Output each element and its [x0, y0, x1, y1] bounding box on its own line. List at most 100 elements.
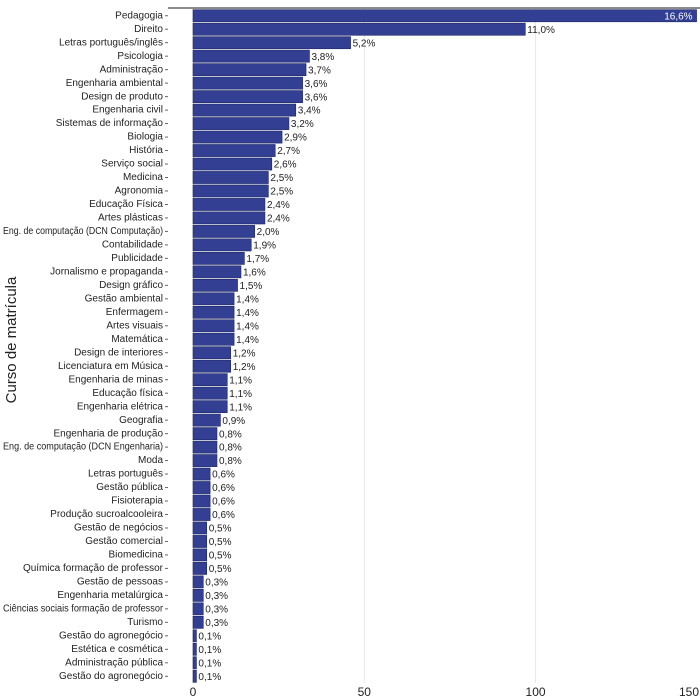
bar: [192, 184, 269, 198]
y-tick-label: Letras português: [88, 469, 163, 480]
y-tick-label: Medicina: [123, 172, 163, 183]
value-label: 1,4%: [236, 308, 259, 319]
bar: [192, 656, 197, 670]
bar: [192, 642, 197, 656]
bar: [192, 454, 218, 467]
y-tick-label: Letras português/inglês: [59, 37, 163, 48]
y-tick-label: Engenharia elétrica: [77, 401, 164, 412]
bar: [192, 494, 211, 508]
value-label: 1,1%: [229, 402, 252, 413]
bar: [192, 198, 266, 211]
bar: [192, 373, 228, 387]
y-tick-label: Gestão do agronegócio: [59, 671, 163, 682]
value-label: 0,6%: [212, 483, 235, 494]
bar: [192, 117, 290, 130]
value-label: 2,0%: [257, 227, 280, 238]
y-tick-label: Engenharia civil: [92, 105, 163, 116]
value-label: 2,9%: [284, 133, 307, 144]
value-label: 1,1%: [229, 375, 252, 386]
y-tick-label: Artes visuais: [106, 320, 163, 331]
bar: [192, 575, 204, 589]
x-tick-label: 100: [526, 685, 546, 699]
y-tick-label: Engenharia de minas: [68, 374, 163, 385]
y-tick-label: Publicidade: [111, 253, 163, 264]
y-tick-label: Design de interiores: [74, 347, 163, 358]
bar: [192, 615, 204, 629]
bar: [192, 103, 297, 117]
value-label: 16,6%: [664, 11, 692, 22]
bar: [192, 346, 231, 360]
y-tick-label: Produção sucroalcooleira: [50, 509, 163, 520]
y-tick-label: Fisioterapia: [111, 496, 163, 507]
bar: [192, 589, 204, 602]
value-label: 0,5%: [209, 537, 232, 548]
bar: [192, 400, 228, 414]
bar: [192, 144, 276, 157]
y-tick-label: Contabilidade: [102, 240, 164, 251]
y-tick-label: Sistemas de informação: [56, 118, 164, 129]
value-label: 0,1%: [198, 658, 221, 669]
y-tick-label: Enfermagem: [106, 307, 163, 318]
value-label: 0,6%: [212, 497, 235, 508]
y-axis-title: Curso de matrícula: [3, 276, 20, 403]
bar: [192, 252, 245, 265]
bar: [192, 90, 303, 103]
value-label: 0,8%: [219, 456, 242, 467]
y-tick-label: Matemática: [111, 334, 163, 345]
y-tick-label: Eng. de computação (DCN Computação): [3, 226, 163, 237]
value-label: 2,6%: [274, 160, 297, 171]
value-label: 0,5%: [209, 551, 232, 562]
value-label: 1,4%: [236, 294, 259, 305]
bar: [192, 481, 211, 494]
bar: [192, 521, 208, 535]
value-label: 1,9%: [253, 241, 276, 252]
y-tick-label: Educação Física: [89, 199, 163, 210]
y-tick-label: Design gráfico: [99, 280, 163, 291]
value-label: 1,1%: [229, 389, 252, 400]
bar: [192, 225, 255, 238]
y-tick-label: Turismo: [127, 617, 163, 628]
value-label: 3,6%: [305, 79, 328, 90]
y-tick-label: Direito: [134, 24, 163, 35]
value-label: 1,5%: [240, 281, 263, 292]
value-label: 0,3%: [205, 591, 228, 602]
y-tick-label: Jornalismo e propaganda: [50, 267, 163, 278]
bar: [192, 36, 351, 50]
y-tick-label: Gestão de pessoas: [77, 577, 163, 588]
x-tick-label: 0: [190, 685, 197, 699]
bar: [192, 171, 269, 184]
value-label: 2,7%: [277, 146, 300, 157]
value-label: 0,8%: [219, 429, 242, 440]
value-label: 11,0%: [527, 25, 555, 36]
value-label: 1,4%: [236, 321, 259, 332]
x-tick-label: 150: [679, 685, 699, 699]
y-tick-label: Licenciatura em Música: [58, 361, 163, 372]
bar: [192, 238, 252, 252]
y-tick-label: Agronomia: [115, 186, 164, 197]
bar: [192, 508, 211, 521]
bar: [192, 305, 235, 319]
y-tick-label: Biologia: [127, 132, 163, 143]
bar: [192, 63, 307, 77]
y-tick-label: Design de produto: [81, 91, 163, 102]
bar: [192, 332, 235, 346]
value-label: 3,2%: [291, 119, 314, 130]
value-label: 1,2%: [233, 362, 256, 373]
y-tick-label: História: [129, 145, 163, 156]
y-tick-label: Engenharia de produção: [53, 428, 163, 439]
value-label: 1,2%: [233, 348, 256, 359]
bar: [192, 629, 197, 643]
bar: [192, 9, 697, 23]
y-tick-label: Ciências sociais formação de professor: [3, 604, 164, 615]
value-label: 3,4%: [298, 106, 321, 117]
bar: [192, 602, 204, 616]
value-label: 1,6%: [243, 268, 266, 279]
y-tick-label: Gestão pública: [96, 482, 163, 493]
value-label: 3,8%: [311, 52, 334, 63]
value-label: 0,6%: [212, 510, 235, 521]
bar: [192, 413, 221, 427]
bar: [192, 157, 273, 171]
y-tick-label: Química formação de professor: [23, 563, 164, 574]
y-tick-label: Geografia: [119, 415, 163, 426]
y-tick-label: Administração pública: [65, 657, 163, 668]
